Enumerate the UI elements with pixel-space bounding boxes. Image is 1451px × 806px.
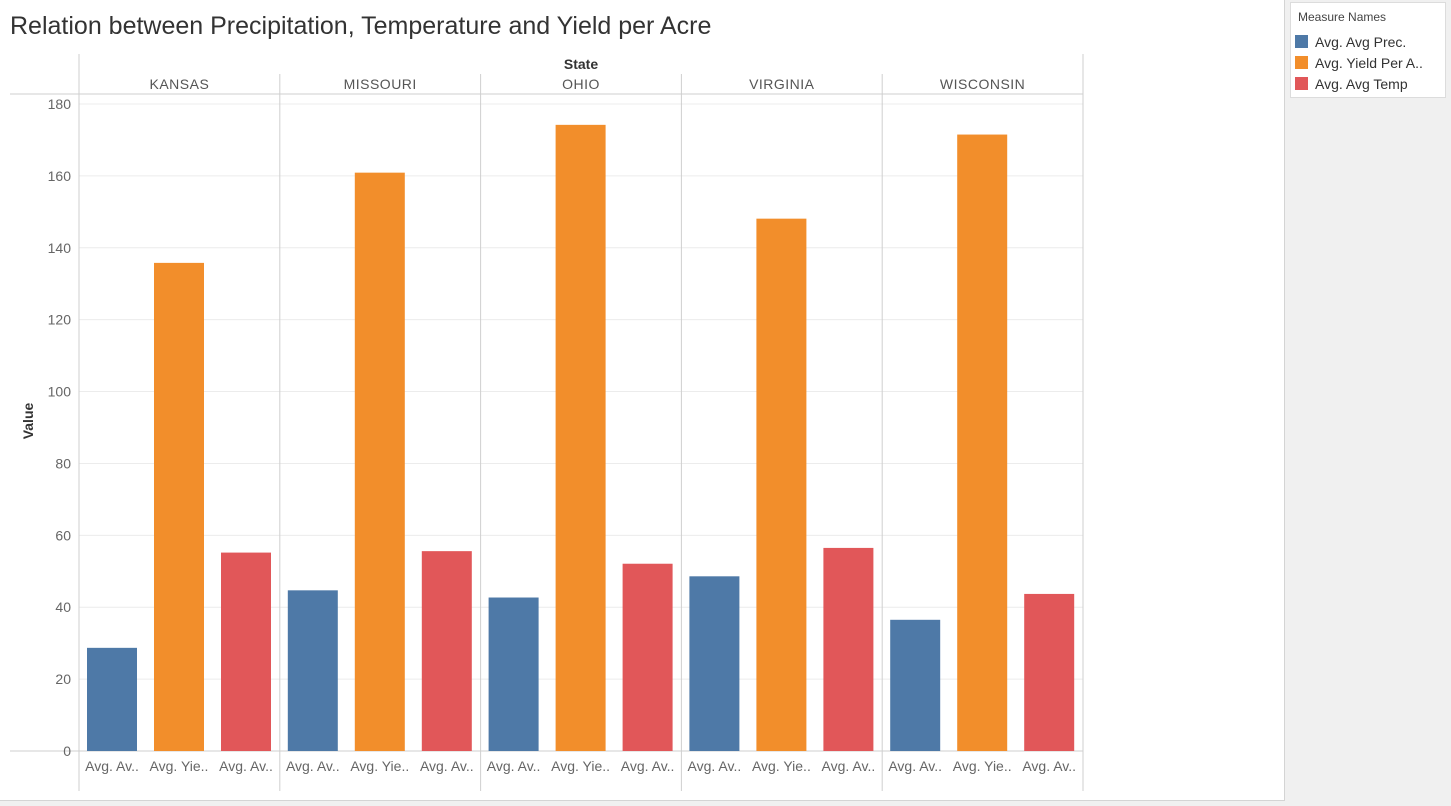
legend-title: Measure Names [1298,10,1387,24]
bar-wisconsin-0[interactable] [890,619,941,751]
x-tick-label: Avg. Yie.. [752,758,811,774]
legend-swatch-avg-yield [1295,56,1308,69]
bar-virginia-2[interactable] [823,547,874,751]
y-tick-label: 20 [55,671,71,687]
bar-kansas-2[interactable] [221,552,271,751]
x-tick-label: Avg. Yie.. [350,758,409,774]
y-axis-label: Value [20,403,36,440]
legend-item-avg-temp[interactable]: Avg. Avg Temp [1295,75,1408,92]
y-tick-label: 100 [48,384,72,400]
y-tick-label: 40 [55,599,71,615]
legend-item-avg-yield[interactable]: Avg. Yield Per A.. [1295,54,1423,71]
x-tick-label: Avg. Yie.. [953,758,1012,774]
bar-kansas-0[interactable] [87,647,137,751]
legend-label-avg-temp: Avg. Avg Temp [1315,75,1408,92]
y-tick-label: 160 [48,168,72,184]
legend-swatch-avg-temp [1295,77,1308,90]
y-tick-label: 60 [55,527,71,543]
x-tick-label: Avg. Av.. [420,758,474,774]
legend-item-avg-prec[interactable]: Avg. Avg Prec. [1295,33,1406,50]
x-tick-label: Avg. Av.. [1022,758,1076,774]
x-tick-label: Avg. Yie.. [551,758,610,774]
y-tick-label: 0 [63,743,71,759]
bar-ohio-1[interactable] [555,124,606,751]
legend-panel: Measure Names Avg. Avg Prec. Avg. Yield … [1290,2,1446,98]
y-tick-label: 180 [48,96,72,112]
y-tick-label: 120 [48,312,72,328]
y-tick-label: 80 [55,455,71,471]
x-tick-label: Avg. Av.. [487,758,541,774]
x-tick-label: Avg. Av.. [822,758,876,774]
bar-kansas-1[interactable] [154,262,204,751]
bar-chart[interactable]: State 0 20 40 60 80 100 120 140 160 180 Value KANSAS… [0,0,1284,800]
x-tick-label: Avg. Av.. [888,758,942,774]
bar-virginia-0[interactable] [689,576,740,751]
bar-ohio-0[interactable] [488,597,539,751]
column-header-title: State [564,56,598,72]
x-tick-label: Avg. Av.. [621,758,675,774]
state-header-ohio: OHIO [562,76,600,92]
bar-virginia-1[interactable] [756,218,807,751]
dashboard-panel: Relation between Precipitation, Temperat… [0,0,1285,801]
x-tick-label: Avg. Av.. [688,758,742,774]
bar-wisconsin-1[interactable] [957,134,1008,751]
legend-label-avg-yield: Avg. Yield Per A.. [1315,54,1423,71]
state-header-virginia: VIRGINIA [749,76,815,92]
bar-wisconsin-2[interactable] [1024,593,1075,751]
state-header-wisconsin: WISCONSIN [940,76,1025,92]
bar-missouri-0[interactable] [287,590,338,751]
x-tick-label: Avg. Yie.. [150,758,209,774]
x-tick-label: Avg. Av.. [85,758,139,774]
legend-swatch-avg-prec [1295,35,1308,48]
legend-label-avg-prec: Avg. Avg Prec. [1315,33,1407,50]
x-tick-label: Avg. Av.. [286,758,340,774]
x-tick-label: Avg. Av.. [219,758,273,774]
bar-ohio-2[interactable] [622,563,673,751]
state-header-kansas: KANSAS [149,76,209,92]
chart-title: Relation between Precipitation, Temperat… [10,12,712,40]
bar-missouri-2[interactable] [421,551,472,751]
state-header-missouri: MISSOURI [344,76,417,92]
y-tick-label: 140 [48,240,72,256]
bar-missouri-1[interactable] [354,172,405,752]
